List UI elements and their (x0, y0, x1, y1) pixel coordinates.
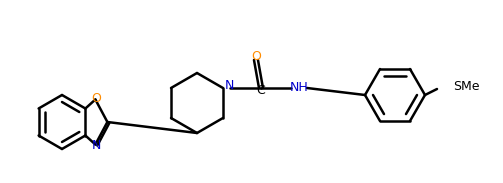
Text: NH: NH (290, 81, 308, 94)
Text: O: O (92, 92, 101, 105)
Text: O: O (251, 51, 261, 64)
Text: SMe: SMe (453, 81, 479, 94)
Text: N: N (224, 79, 234, 92)
Text: C: C (257, 85, 266, 98)
Text: N: N (92, 139, 101, 152)
